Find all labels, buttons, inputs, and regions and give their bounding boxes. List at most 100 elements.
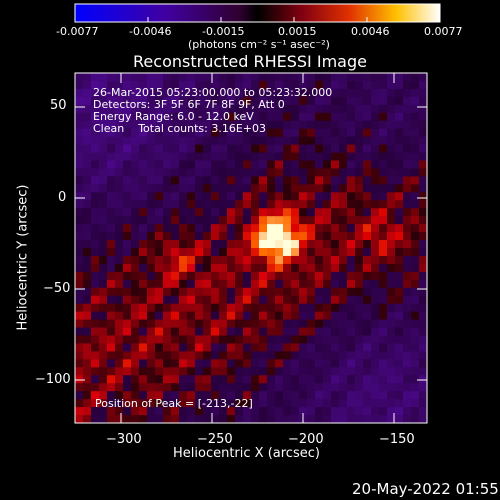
image-pixel (243, 327, 252, 337)
image-pixel (195, 383, 204, 392)
image-pixel (211, 287, 220, 297)
y-axis-label: Heliocentric Y (arcsec) (15, 184, 31, 331)
x-tick-label: −250 (197, 432, 233, 447)
image-pixel (371, 303, 380, 313)
image-pixel (291, 144, 300, 154)
image-pixel (187, 168, 196, 177)
image-pixel (195, 96, 204, 106)
image-pixel (163, 128, 172, 138)
image-pixel (139, 216, 148, 225)
image-pixel (419, 367, 427, 376)
image-pixel (323, 248, 332, 257)
image-pixel (203, 359, 212, 368)
image-pixel (203, 295, 212, 305)
image-pixel (251, 104, 260, 114)
image-pixel (355, 160, 364, 170)
image-pixel (107, 311, 116, 321)
image-pixel (315, 112, 324, 122)
image-pixel (99, 232, 108, 241)
image-pixel (171, 399, 180, 408)
image-pixel (323, 192, 332, 201)
image-pixel (267, 319, 276, 329)
image-pixel (243, 136, 252, 146)
image-pixel (123, 232, 132, 241)
image-pixel (91, 375, 100, 384)
image-pixel (235, 88, 244, 98)
image-pixel (259, 375, 268, 384)
image-pixel (371, 287, 380, 297)
image-pixel (243, 128, 252, 138)
image-pixel (107, 200, 116, 209)
image-pixel (115, 319, 124, 329)
image-pixel (331, 136, 340, 146)
image-pixel (323, 319, 332, 329)
image-pixel (403, 96, 412, 106)
image-pixel (187, 112, 196, 122)
image-pixel (419, 112, 427, 122)
image-pixel (379, 255, 388, 265)
image-pixel (163, 335, 172, 345)
image-pixel (243, 152, 252, 162)
image-pixel (83, 271, 92, 281)
image-pixel (411, 88, 420, 98)
image-pixel (163, 271, 172, 281)
image-pixel (259, 351, 268, 360)
image-pixel (235, 399, 244, 408)
image-pixel (259, 287, 268, 297)
image-pixel (291, 343, 300, 352)
image-pixel (147, 176, 156, 185)
image-pixel (275, 271, 284, 281)
image-pixel (299, 168, 308, 177)
image-pixel (331, 112, 340, 122)
image-pixel (115, 208, 124, 217)
image-pixel (147, 144, 156, 154)
image-pixel (339, 343, 348, 352)
image-pixel (227, 415, 236, 423)
image-pixel (315, 343, 324, 352)
image-pixel (131, 200, 140, 209)
image-pixel (195, 391, 204, 400)
image-pixel (187, 359, 196, 368)
image-pixel (83, 335, 92, 345)
image-pixel (195, 128, 204, 138)
image-pixel (275, 96, 284, 106)
image-pixel (371, 319, 380, 329)
image-pixel (115, 216, 124, 225)
image-pixel (347, 391, 356, 400)
image-pixel (123, 399, 132, 408)
image-pixel (315, 232, 324, 241)
image-pixel (395, 303, 404, 313)
image-pixel (115, 415, 124, 423)
image-pixel (251, 351, 260, 360)
image-pixel (259, 399, 268, 408)
image-pixel (387, 104, 396, 114)
image-pixel (299, 216, 308, 225)
image-pixel (107, 88, 116, 98)
image-pixel (187, 311, 196, 321)
image-pixel (259, 343, 268, 352)
image-pixel (403, 88, 412, 98)
image-pixel (347, 367, 356, 376)
image-pixel (339, 287, 348, 297)
image-pixel (283, 263, 292, 273)
image-pixel (187, 80, 196, 90)
image-pixel (147, 224, 156, 233)
image-pixel (395, 367, 404, 376)
image-pixel (315, 176, 324, 185)
image-pixel (91, 80, 100, 90)
image-pixel (163, 343, 172, 352)
image-pixel (131, 224, 140, 233)
image-pixel (179, 303, 188, 313)
image-pixel (331, 343, 340, 352)
image-pixel (363, 375, 372, 384)
image-pixel (315, 415, 324, 423)
image-pixel (291, 168, 300, 177)
image-pixel (83, 152, 92, 162)
image-pixel (163, 152, 172, 162)
image-pixel (363, 248, 372, 257)
image-pixel (139, 343, 148, 352)
image-pixel (395, 152, 404, 162)
image-pixel (275, 184, 284, 193)
image-pixel (219, 343, 228, 352)
image-pixel (211, 240, 220, 249)
